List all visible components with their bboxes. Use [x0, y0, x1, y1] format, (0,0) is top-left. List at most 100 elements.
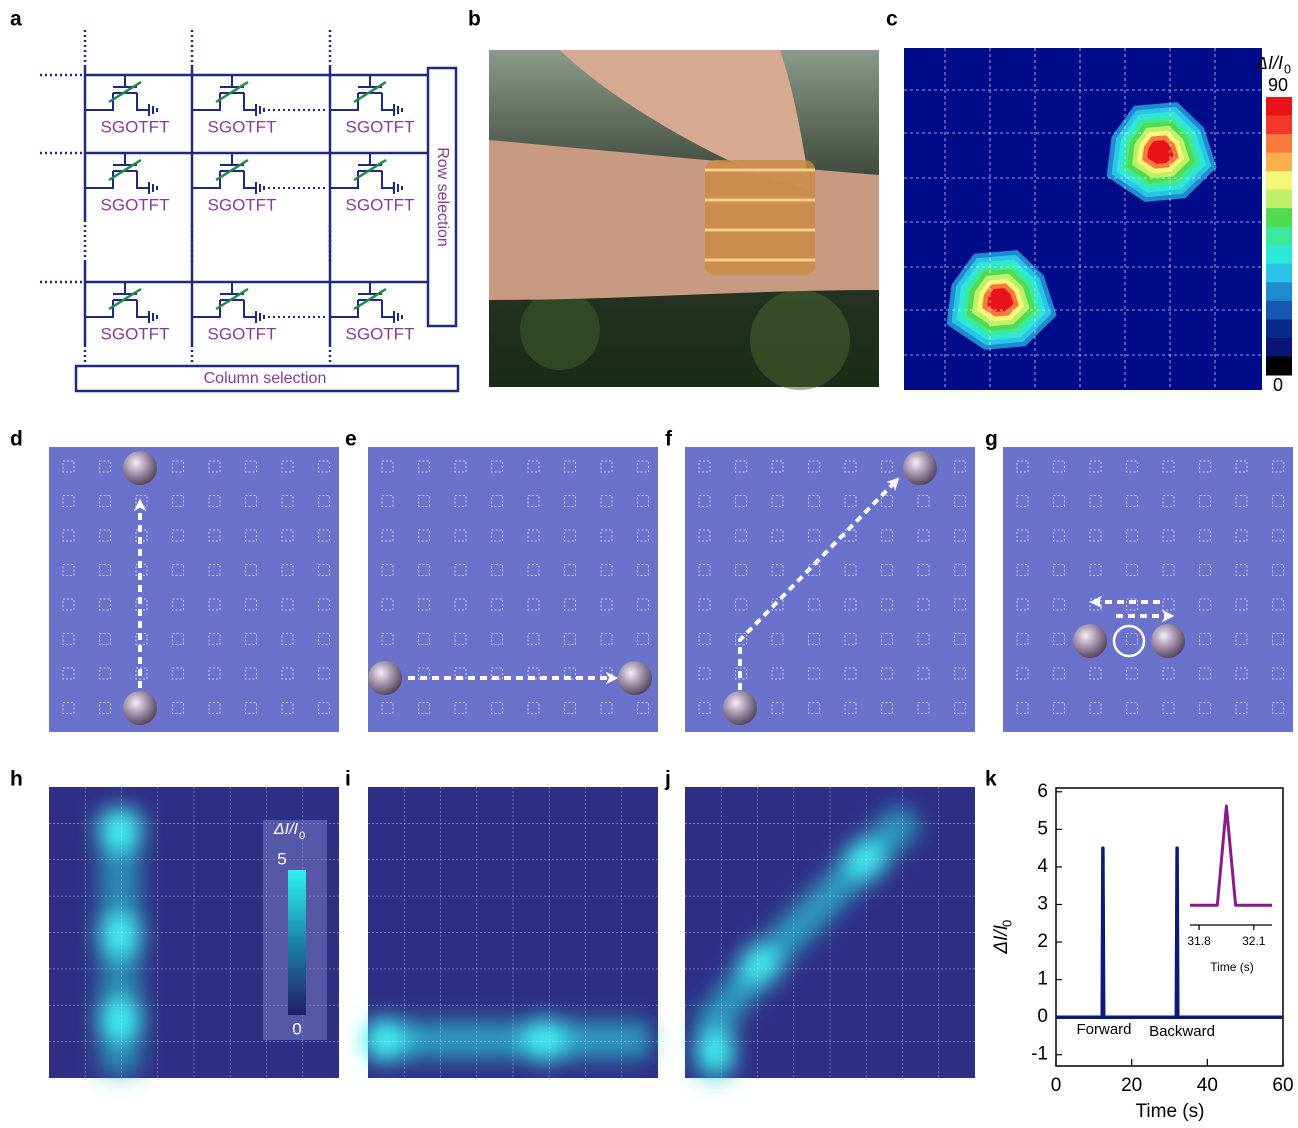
pixel	[318, 460, 330, 473]
y-tick-label: 2	[1037, 931, 1048, 952]
pixel	[954, 598, 966, 611]
pixel	[1162, 460, 1175, 473]
transistor	[330, 153, 394, 189]
pixel	[318, 667, 330, 680]
glow	[523, 1018, 567, 1062]
panel-label: h	[10, 768, 23, 791]
glow	[695, 1030, 735, 1070]
pixel	[527, 495, 540, 507]
pixel	[454, 633, 467, 645]
pixel	[318, 598, 330, 611]
pixel	[527, 633, 540, 645]
pixel	[1199, 564, 1211, 576]
y-tick-label: 4	[1037, 856, 1048, 877]
pixel	[954, 702, 966, 714]
data-line	[1190, 804, 1272, 907]
pixel	[281, 702, 294, 714]
pixel	[381, 702, 394, 714]
pixel	[735, 667, 747, 680]
ball	[903, 451, 937, 485]
pixel	[491, 667, 503, 680]
pixel	[1016, 495, 1029, 507]
pixel	[844, 633, 857, 645]
panel-label: j	[664, 768, 671, 791]
inset-x-label: Time (s)	[1210, 960, 1254, 974]
pixel	[698, 598, 711, 611]
pixel	[281, 495, 294, 507]
pixel	[1272, 529, 1284, 542]
plot-frame	[1055, 787, 1284, 1067]
pixel	[917, 633, 930, 645]
transistor	[85, 153, 149, 189]
pixel	[99, 702, 111, 714]
colorbar-segment	[1266, 115, 1292, 135]
pixel	[281, 460, 294, 473]
pixel	[917, 495, 930, 507]
x-axis-label: Time (s)	[1136, 1101, 1205, 1122]
annotation: Backward	[1149, 1023, 1215, 1040]
pixel	[1053, 495, 1065, 507]
pixel	[564, 495, 576, 507]
panel-label: i	[345, 768, 351, 791]
pixel	[491, 460, 503, 473]
pixel	[1016, 702, 1029, 714]
pixel	[208, 460, 221, 473]
pixel	[881, 460, 893, 473]
pixel	[491, 702, 503, 714]
pixel	[917, 667, 930, 680]
pixel	[771, 702, 784, 714]
ground	[393, 311, 403, 323]
row-selection-box	[426, 66, 458, 328]
pixel	[418, 460, 430, 473]
pixel	[637, 702, 649, 714]
pixel	[844, 460, 857, 473]
pixel	[881, 598, 893, 611]
sensor-array	[368, 447, 658, 732]
pixel	[135, 495, 148, 507]
transistor	[330, 75, 394, 111]
gate-line	[108, 80, 142, 104]
heatmap	[904, 48, 1262, 390]
pixel	[381, 495, 394, 507]
pixel	[454, 564, 467, 576]
pixel	[527, 598, 540, 611]
pixel	[698, 564, 711, 576]
colorbar-label-sub: 0	[1284, 62, 1291, 76]
pixel	[1235, 702, 1248, 714]
pixel	[281, 598, 294, 611]
pixel	[62, 598, 75, 611]
ball	[123, 691, 157, 725]
pixel	[1235, 564, 1248, 576]
pixel	[418, 667, 430, 680]
pixel	[1053, 633, 1065, 645]
pixel	[881, 564, 893, 576]
ball	[1073, 624, 1107, 658]
glow	[740, 945, 780, 985]
pixel	[1162, 702, 1175, 714]
pixel	[954, 564, 966, 576]
pixel	[917, 598, 930, 611]
pixel	[771, 667, 784, 680]
pixel	[208, 495, 221, 507]
colorbar-min: 0	[292, 1019, 301, 1038]
ball	[1151, 624, 1185, 658]
pixel	[454, 460, 467, 473]
annotation: Forward	[1076, 1021, 1131, 1038]
pixel	[99, 667, 111, 680]
cell-label: SGOTFT	[208, 195, 277, 214]
pixel	[698, 529, 711, 542]
pixel	[1199, 702, 1211, 714]
pixel	[454, 529, 467, 542]
glow	[98, 913, 142, 957]
pixel	[1199, 667, 1211, 680]
pixel	[281, 633, 294, 645]
gate-line	[353, 80, 387, 104]
pixel	[881, 702, 893, 714]
pixel	[491, 564, 503, 576]
pixel	[954, 529, 966, 542]
pixel	[844, 564, 857, 576]
pixel	[808, 460, 820, 473]
pixel	[1089, 667, 1102, 680]
pixel	[1016, 633, 1029, 645]
